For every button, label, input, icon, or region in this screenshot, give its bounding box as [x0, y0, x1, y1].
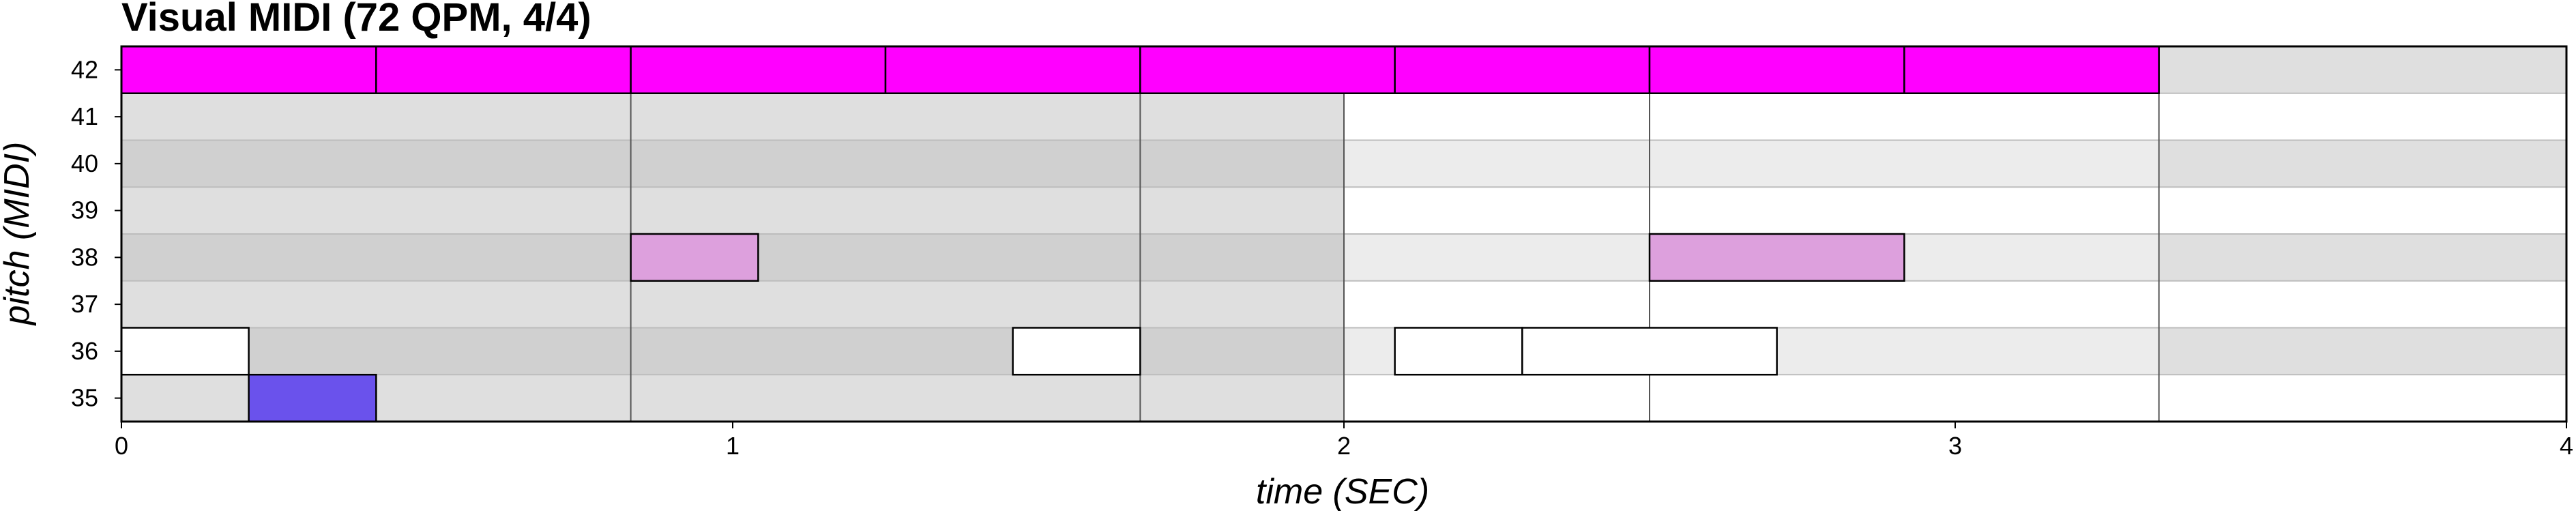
x-axis-ticks: 0 1 2 3 4: [115, 422, 2573, 460]
background-cell: [2158, 234, 2566, 281]
background-cell: [2158, 280, 2566, 328]
note-42: [884, 45, 1141, 94]
y-tick-label: 36: [71, 337, 98, 365]
x-tick-label: 0: [115, 432, 128, 460]
y-tick-label: 37: [71, 290, 98, 318]
y-tick-label: 41: [71, 102, 98, 130]
note-42: [375, 45, 632, 94]
background-cell: [121, 187, 1344, 234]
y-tick-label: 42: [71, 55, 98, 83]
background-cell: [2158, 46, 2566, 93]
y-tick-label: 38: [71, 243, 98, 271]
background-cell: [2158, 140, 2566, 188]
y-tick-label: 35: [71, 384, 98, 412]
background-cell: [2158, 374, 2566, 422]
note-38: [630, 233, 759, 282]
y-tick-label: 39: [71, 196, 98, 224]
y-axis-ticks: 42 41 40 39 38 37 36 35: [71, 55, 121, 412]
background-cell: [1344, 187, 2159, 234]
x-tick-label: 4: [2560, 432, 2573, 460]
note-42: [630, 45, 887, 94]
note-42: [1139, 45, 1396, 94]
note-36: [1394, 327, 1523, 376]
chart-title: Visual MIDI (72 QPM, 4/4): [121, 0, 591, 40]
x-tick-label: 3: [1948, 432, 1962, 460]
background-cell: [121, 93, 1344, 141]
note-38: [1648, 233, 1905, 282]
background-cell: [1344, 140, 2159, 188]
background-cell: [2158, 187, 2566, 234]
note-42: [1394, 45, 1651, 94]
background-cell: [2158, 327, 2566, 375]
background-cell: [121, 140, 1344, 188]
note-35: [248, 374, 377, 423]
x-axis-label: time (SEC): [1256, 472, 1429, 512]
note-42: [120, 45, 377, 94]
y-tick-label: 40: [71, 149, 98, 177]
note-36: [120, 327, 250, 376]
note-36: [1012, 327, 1141, 376]
notes-layer: [120, 45, 2160, 423]
note-36: [1521, 327, 1778, 376]
y-axis-label: pitch (MIDI): [0, 142, 37, 327]
note-42: [1903, 45, 2160, 94]
note-42: [1648, 45, 1905, 94]
background-cell: [121, 327, 1344, 375]
background-cell: [2158, 93, 2566, 141]
background-cell: [1344, 93, 2159, 141]
x-tick-label: 1: [726, 432, 740, 460]
background-cell: [1344, 280, 2159, 328]
background-cell: [121, 280, 1344, 328]
background-cell: [1344, 374, 2159, 422]
x-tick-label: 2: [1337, 432, 1351, 460]
